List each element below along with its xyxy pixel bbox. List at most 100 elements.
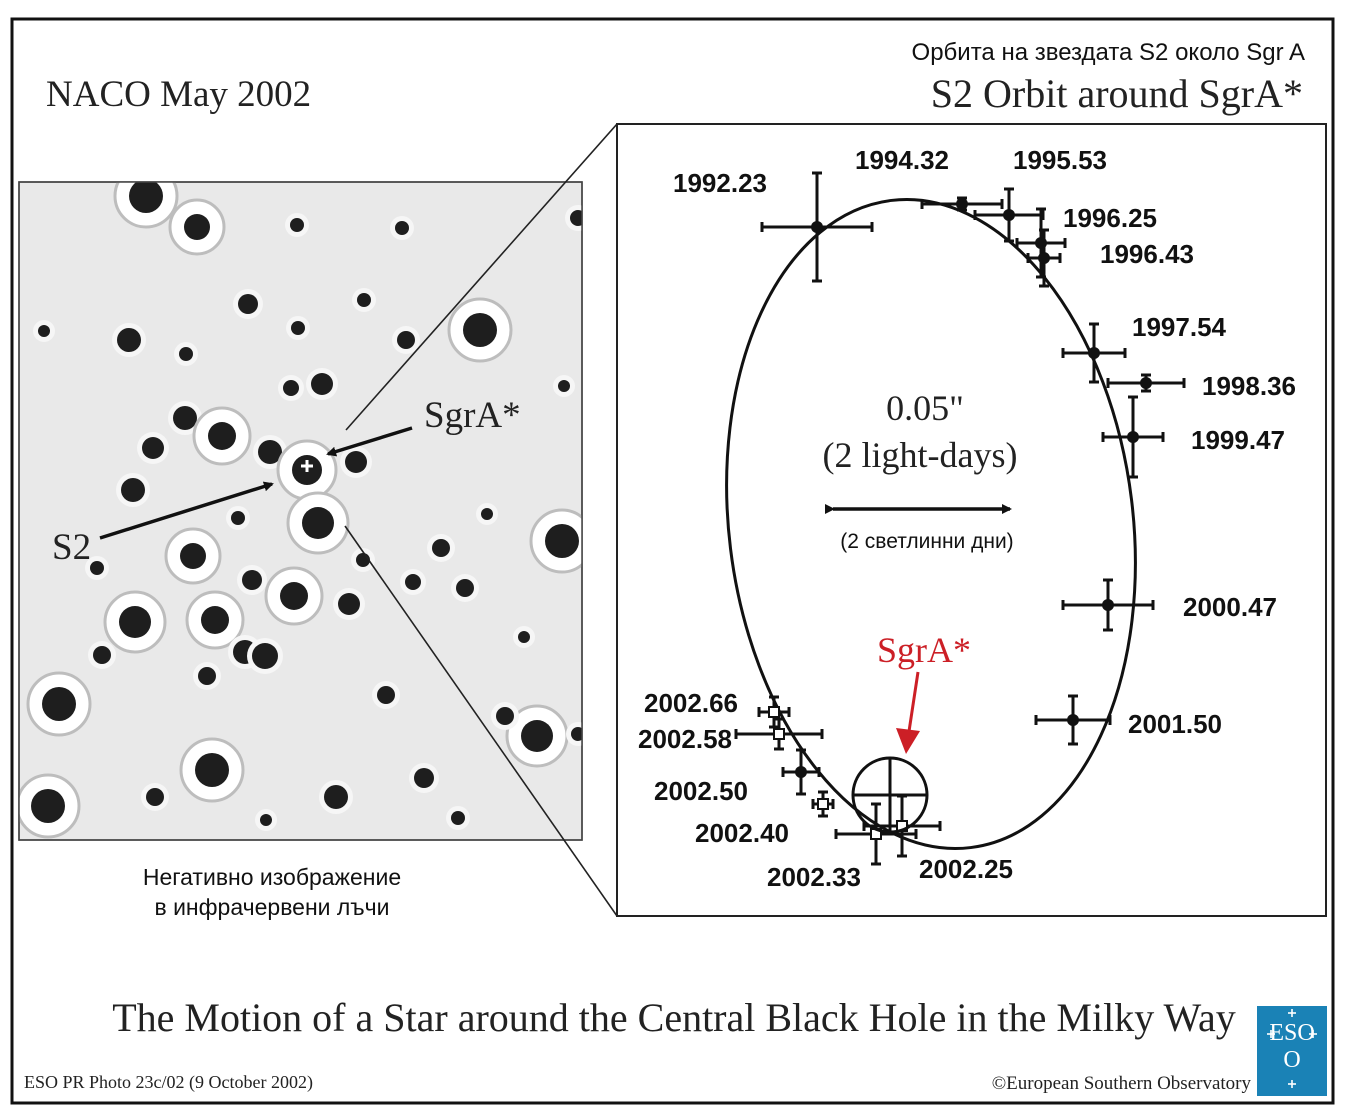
orbit-panel: 1992.23 1994.32 1995.53 1996.25 1996.43 1997.… (616, 123, 1327, 917)
infrared-star (141, 783, 169, 811)
epoch-point (1102, 599, 1114, 611)
infrared-star (553, 375, 575, 397)
epoch-marker: 1992.23 (673, 168, 874, 283)
epoch-point-open (773, 728, 785, 740)
epoch-marker: 2002.33 (767, 802, 918, 892)
epoch-point (795, 766, 807, 778)
epoch-marker: 2001.50 (1034, 694, 1222, 746)
infrared-star (185, 590, 245, 650)
infrared-star (476, 503, 498, 525)
infrared-star (192, 406, 252, 466)
infrared-star (392, 326, 420, 354)
infrared-star (88, 641, 116, 669)
infrared-star (491, 702, 519, 730)
epoch-label: 1995.53 (1013, 145, 1107, 175)
infrared-star (264, 566, 324, 626)
epoch-marker: 2000.47 (1061, 578, 1277, 632)
infrared-star (226, 506, 250, 530)
image-caption-line2: в инфрачервени лъчи (154, 894, 389, 920)
infrared-star (352, 288, 376, 312)
epoch-marker: 2002.40 (695, 790, 835, 848)
eso-logo: ESO O (1257, 1006, 1327, 1096)
infrared-star (285, 213, 309, 237)
infrared-star (19, 773, 81, 839)
infrared-star (451, 574, 479, 602)
sgra-red-arrowhead (896, 728, 920, 754)
infrared-image-panel (18, 181, 583, 841)
epoch-label: 1999.47 (1191, 425, 1285, 455)
infrared-star (112, 323, 146, 357)
epoch-label: 1997.54 (1132, 312, 1227, 342)
infrared-star (286, 316, 310, 340)
copyright-notice: ©European Southern Observatory (992, 1073, 1252, 1094)
scale-light-days-bulgarian: (2 светлинни дни) (840, 530, 1013, 553)
infrared-star (447, 297, 513, 363)
scale-light-days: (2 light-days) (823, 435, 1018, 475)
infrared-star (446, 806, 470, 830)
epoch-label: 2002.50 (654, 776, 748, 806)
infrared-star (286, 491, 350, 555)
infrared-star (278, 375, 304, 401)
infrared-star (409, 763, 439, 793)
epoch-point (1038, 252, 1050, 264)
main-title: The Motion of a Star around the Central … (112, 995, 1236, 1040)
eso-logo-text: ESO (1269, 1020, 1314, 1046)
epoch-marker: 1996.43 (1026, 228, 1194, 288)
scale-value: 0.05" (886, 388, 964, 428)
infrared-star (113, 182, 179, 229)
orbit-title-bulgarian: Орбита на звездата S2 около Sgr A (912, 39, 1305, 66)
infrared-star (237, 565, 267, 595)
infrared-star (33, 320, 55, 342)
infrared-star (174, 342, 198, 366)
sgra-crosshair-image (301, 460, 313, 472)
epoch-label: 2001.50 (1128, 709, 1222, 739)
sgra-pointer-arrow (326, 426, 413, 457)
epoch-label: 1996.25 (1063, 203, 1157, 233)
epoch-marker: 2002.66 (644, 688, 791, 729)
star-field (19, 182, 582, 839)
epoch-point (1067, 714, 1079, 726)
epoch-point (1140, 377, 1152, 389)
epoch-label: 1992.23 (673, 168, 767, 198)
orbit-title-english: S2 Orbit around SgrA* (931, 71, 1303, 116)
epoch-marker: 2002.58 (638, 717, 824, 754)
infrared-star (372, 681, 400, 709)
epoch-point (956, 198, 968, 210)
epoch-label: 2002.40 (695, 818, 789, 848)
s2-image-label: S2 (52, 527, 91, 568)
s2-pointer-arrow (99, 481, 274, 540)
infrared-star (85, 556, 109, 580)
naco-title: NACO May 2002 (46, 74, 311, 115)
infrared-star (566, 722, 582, 746)
infrared-star (26, 671, 92, 737)
epoch-marker: 2002.50 (654, 748, 821, 806)
epoch-marker: 1995.53 (973, 145, 1107, 243)
infrared-star (164, 527, 222, 585)
epoch-label: 2000.47 (1183, 592, 1277, 622)
image-caption-line1: Негативно изображение (143, 864, 401, 890)
sgra-orbit-label: SgrA* (877, 630, 971, 670)
epoch-point (1088, 347, 1100, 359)
infrared-star (233, 289, 263, 319)
eso-logo-o: O (1283, 1047, 1300, 1073)
infrared-star (400, 569, 426, 595)
infrared-star (137, 432, 169, 464)
epoch-markers: 1992.23 1994.32 1995.53 1996.25 1996.43 1997.… (638, 145, 1296, 892)
epoch-point (811, 221, 823, 233)
epoch-marker: 1997.54 (1061, 312, 1227, 384)
epoch-marker: 1998.36 (1106, 371, 1296, 401)
infrared-star (193, 662, 221, 690)
infrared-star (247, 638, 283, 674)
epoch-point (1003, 209, 1015, 221)
zoom-line-top (345, 123, 618, 431)
epoch-point-open (768, 706, 780, 718)
sgra-red-arrow-shaft (906, 671, 920, 739)
infrared-star (340, 446, 372, 478)
infrared-star (168, 198, 226, 256)
infrared-star (390, 216, 414, 240)
infrared-star (513, 626, 535, 648)
infrared-star (103, 590, 167, 654)
epoch-label: 1994.32 (855, 145, 949, 175)
sgra-image-label: SgrA* (424, 395, 521, 436)
